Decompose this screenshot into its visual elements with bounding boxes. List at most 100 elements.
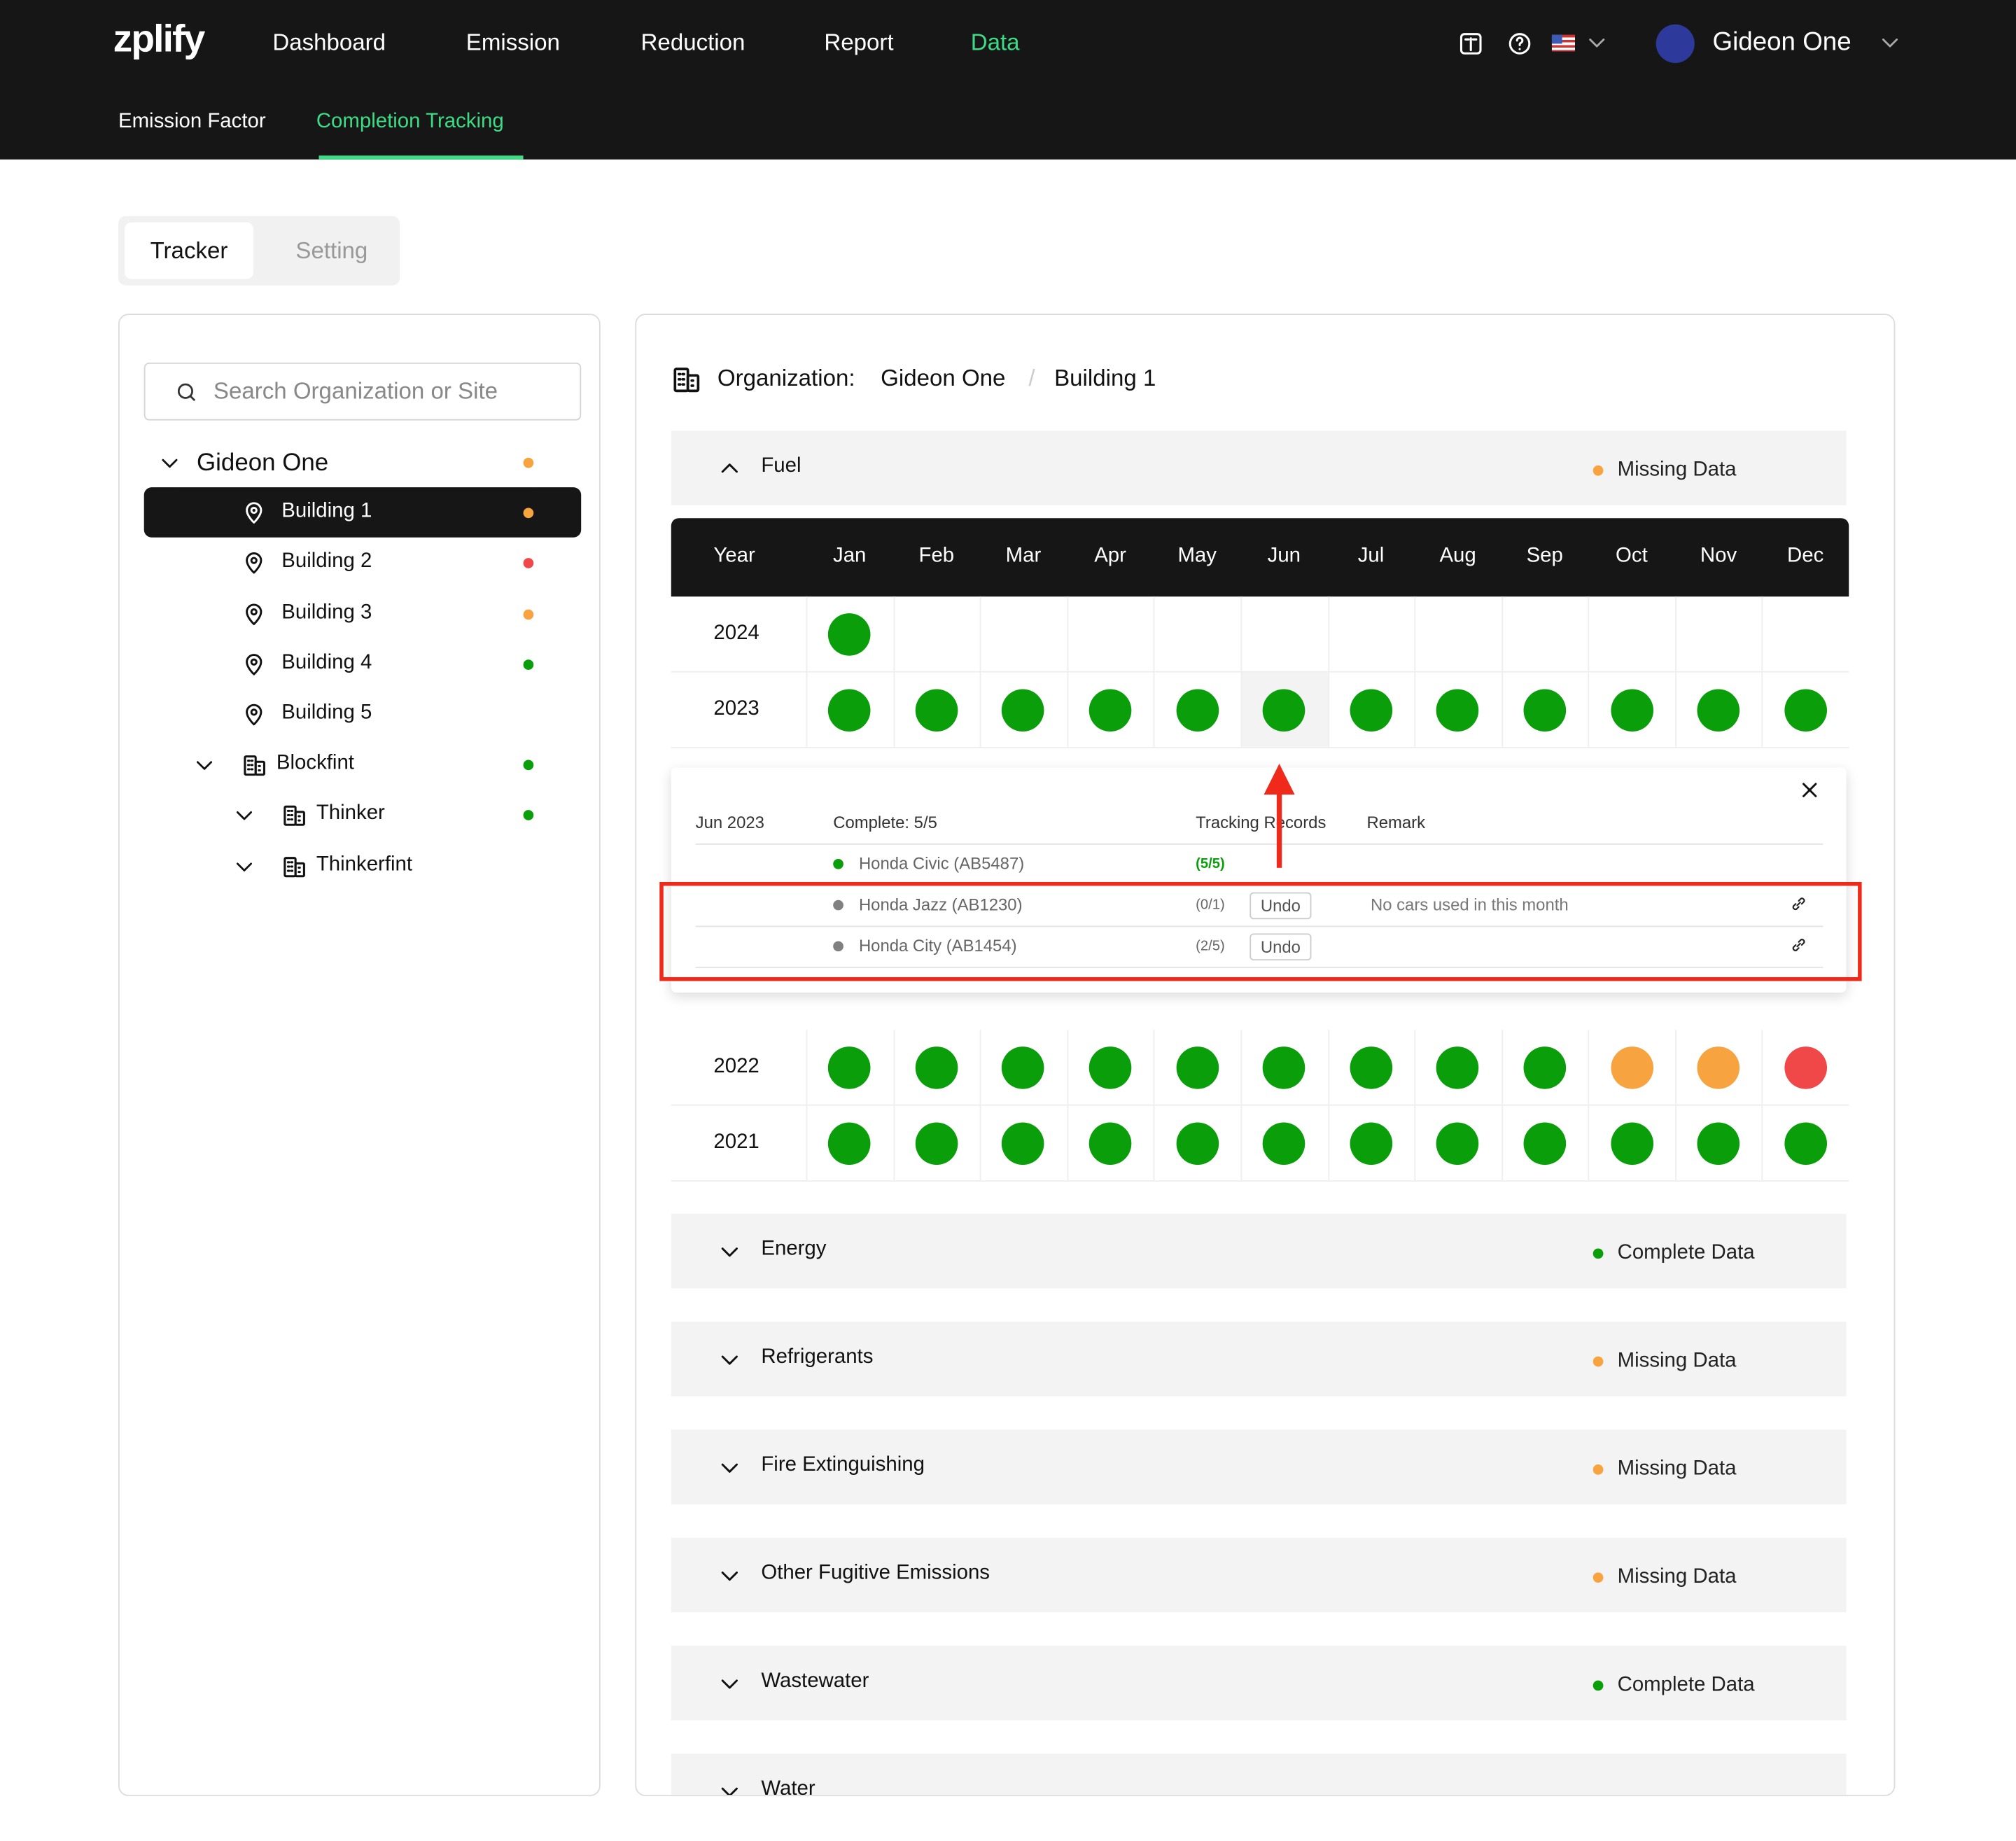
nav-item[interactable]: Data	[970, 29, 1020, 55]
section-header[interactable]	[671, 430, 1847, 505]
section-name[interactable]: Refrigerants	[761, 1346, 874, 1368]
tree-row-selected[interactable]	[144, 487, 582, 538]
detail-period: Jun 2023	[695, 812, 764, 832]
section-name[interactable]: Wastewater	[761, 1670, 869, 1693]
language-chevron[interactable]	[1586, 31, 1609, 54]
grid-cell[interactable]	[1588, 1030, 1676, 1105]
grid-cell[interactable]	[806, 1105, 895, 1181]
tab[interactable]: Tracker	[125, 222, 253, 279]
grid-cell[interactable]	[1414, 672, 1503, 748]
grid-cell[interactable]	[1154, 1030, 1242, 1105]
grid-cell[interactable]	[1501, 672, 1590, 748]
tree-chevron[interactable]	[193, 754, 216, 777]
nav-item[interactable]: Reduction	[640, 29, 746, 55]
grid-cell[interactable]	[1240, 1105, 1329, 1181]
section-chevron[interactable]	[718, 1240, 742, 1264]
section-name[interactable]: Fire Extinguishing	[761, 1454, 925, 1476]
section-header[interactable]	[671, 1322, 1847, 1396]
flag-icon[interactable]	[1551, 34, 1576, 52]
nav-item[interactable]: Emission	[465, 29, 560, 55]
grid-cell[interactable]	[1414, 1105, 1503, 1181]
grid-cell[interactable]	[892, 672, 981, 748]
grid-cell[interactable]	[806, 672, 895, 748]
undo-button[interactable]: Undo	[1250, 933, 1312, 961]
tab[interactable]: Setting	[295, 237, 368, 264]
grid-cell[interactable]	[892, 1030, 981, 1105]
search-box[interactable]	[144, 362, 582, 421]
tree-chevron[interactable]	[232, 804, 255, 827]
section-header[interactable]	[671, 1646, 1847, 1721]
grid-cell[interactable]	[1067, 672, 1155, 748]
grid-cell[interactable]	[892, 1105, 981, 1181]
grid-cell[interactable]	[1762, 1105, 1850, 1181]
section-chevron[interactable]	[718, 1563, 742, 1588]
nav-item[interactable]: Report	[824, 29, 894, 55]
grid-cell	[1414, 596, 1503, 671]
tree-label[interactable]: Building 3	[281, 601, 372, 624]
edit-icon[interactable]	[1790, 895, 1808, 913]
grid-cell[interactable]	[1327, 1105, 1415, 1181]
book-icon[interactable]	[1458, 31, 1484, 57]
section-chevron[interactable]	[718, 1348, 742, 1372]
grid-cell[interactable]	[1067, 1030, 1155, 1105]
tree-chevron[interactable]	[158, 451, 181, 475]
subnav-item[interactable]: Completion Tracking	[316, 110, 504, 133]
undo-button[interactable]: Undo	[1250, 892, 1312, 920]
section-name[interactable]: Water	[761, 1778, 816, 1796]
grid-cell[interactable]	[1327, 1030, 1415, 1105]
grid-cell[interactable]	[1674, 1105, 1763, 1181]
grid-cell[interactable]	[1327, 672, 1415, 748]
user-name[interactable]: Gideon One	[1712, 28, 1851, 57]
grid-cell[interactable]	[1414, 1030, 1503, 1105]
grid-cell[interactable]	[979, 672, 1068, 748]
section-chevron[interactable]	[718, 1779, 742, 1795]
grid-cell[interactable]	[1588, 1105, 1676, 1181]
tree-chevron[interactable]	[232, 855, 255, 878]
status-dot	[1610, 1121, 1653, 1165]
status-dot	[915, 1121, 958, 1165]
grid-cell[interactable]	[1762, 1030, 1850, 1105]
help-icon[interactable]	[1507, 31, 1533, 57]
grid-cell[interactable]	[979, 1030, 1068, 1105]
grid-cell[interactable]	[1501, 1030, 1590, 1105]
grid-cell[interactable]	[806, 596, 895, 671]
edit-icon[interactable]	[1790, 936, 1808, 954]
grid-cell[interactable]	[806, 1030, 895, 1105]
section-chevron[interactable]	[718, 456, 742, 481]
tree-label[interactable]: Building 1	[281, 500, 372, 523]
site-name[interactable]: Building 1	[1054, 365, 1156, 391]
user-chevron[interactable]	[1878, 31, 1901, 54]
section-header[interactable]	[671, 1429, 1847, 1504]
section-header[interactable]	[671, 1754, 1847, 1795]
section-name[interactable]: Other Fugitive Emissions	[761, 1562, 990, 1584]
search-placeholder[interactable]: Search Organization or Site	[213, 378, 498, 404]
section-header[interactable]	[671, 1213, 1847, 1289]
tree-label[interactable]: Building 2	[281, 550, 372, 573]
section-chevron[interactable]	[718, 1672, 742, 1696]
subnav-item[interactable]: Emission Factor	[118, 110, 266, 133]
tree-label[interactable]: Thinkerfint	[316, 853, 413, 876]
grid-cell[interactable]	[1588, 672, 1676, 748]
section-header[interactable]	[671, 1537, 1847, 1613]
grid-cell[interactable]	[1674, 672, 1763, 748]
tree-label[interactable]: Building 5	[281, 701, 372, 724]
nav-item[interactable]: Dashboard	[272, 29, 386, 55]
close-icon[interactable]	[1798, 778, 1822, 802]
tree-label[interactable]: Thinker	[316, 802, 385, 825]
tree-label[interactable]: Gideon One	[197, 449, 329, 477]
tree-status-dot	[523, 558, 534, 569]
tree-label[interactable]: Blockfint	[276, 752, 354, 775]
section-chevron[interactable]	[718, 1455, 742, 1480]
grid-cell[interactable]	[1674, 1030, 1763, 1105]
section-name[interactable]: Fuel	[761, 455, 802, 477]
tree-label[interactable]: Building 4	[281, 651, 372, 674]
grid-cell[interactable]	[1240, 1030, 1329, 1105]
grid-cell[interactable]	[979, 1105, 1068, 1181]
section-name[interactable]: Energy	[761, 1238, 827, 1261]
grid-cell[interactable]	[1067, 1105, 1155, 1181]
avatar[interactable]	[1656, 24, 1695, 64]
grid-cell[interactable]	[1154, 1105, 1242, 1181]
grid-cell[interactable]	[1154, 672, 1242, 748]
grid-cell[interactable]	[1762, 672, 1850, 748]
grid-cell[interactable]	[1501, 1105, 1590, 1181]
